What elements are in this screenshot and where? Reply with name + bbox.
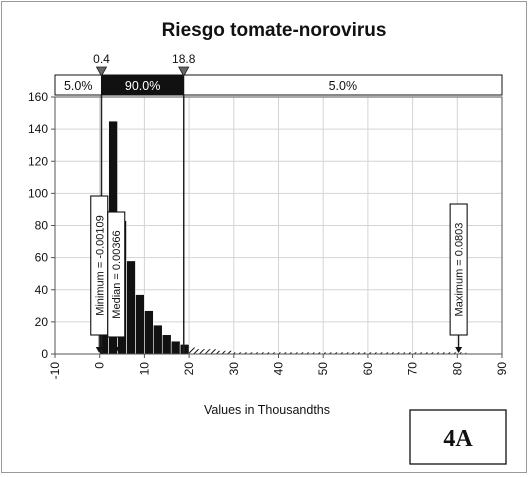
chart-title: Riesgo tomate-norovirus xyxy=(162,20,387,41)
minimum-arrow xyxy=(95,347,103,353)
histogram-bar xyxy=(215,350,225,354)
histogram-bar xyxy=(412,352,422,354)
histogram-bars xyxy=(99,120,467,355)
delimiter-label: 0.4 xyxy=(93,52,110,66)
axes xyxy=(51,96,503,358)
histogram-bar xyxy=(403,352,413,354)
x-tick-label: 50 xyxy=(316,362,330,376)
histogram-bar xyxy=(430,352,440,354)
histogram-bar xyxy=(305,352,315,354)
histogram-bar xyxy=(358,352,368,354)
histogram-bar xyxy=(242,352,252,354)
histogram-bar xyxy=(170,340,181,355)
y-tick-label: 100 xyxy=(28,186,48,200)
band-right-segment xyxy=(183,74,503,96)
histogram-bar xyxy=(161,334,172,355)
x-tick-label: 80 xyxy=(450,362,464,376)
histogram-bar xyxy=(314,352,324,354)
y-tick-label: 120 xyxy=(28,154,48,168)
figure-badge-label: 4A xyxy=(443,426,473,452)
y-tick-label: 40 xyxy=(35,283,49,297)
histogram-bar xyxy=(332,352,342,354)
histogram-bar xyxy=(153,324,163,355)
histogram-bar xyxy=(251,352,261,354)
y-tick-label: 140 xyxy=(28,122,48,136)
band-label: 5.0% xyxy=(329,79,358,93)
minimum-label: Minimum = -0.00109 xyxy=(94,215,106,316)
x-tick-label: 10 xyxy=(137,362,151,376)
histogram-bar xyxy=(179,344,190,355)
histogram-bar xyxy=(367,352,377,354)
median-arrow xyxy=(112,347,120,353)
band-label: 90.0% xyxy=(125,79,160,93)
histogram-bar xyxy=(224,350,234,354)
histogram-bar xyxy=(278,352,288,354)
histogram-bar xyxy=(421,352,431,354)
x-tick-label: 40 xyxy=(272,362,286,376)
y-tick-label: 20 xyxy=(35,315,49,329)
histogram-bar xyxy=(376,352,386,354)
histogram-bar xyxy=(457,352,467,354)
x-tick-label: 0 xyxy=(93,362,107,369)
figure-badge: 4A xyxy=(409,409,507,465)
y-tick-label: 80 xyxy=(35,219,49,233)
x-tick-label: 20 xyxy=(182,362,196,376)
delimiter-handle xyxy=(178,66,190,77)
histogram-bar xyxy=(394,352,404,354)
histogram-bar xyxy=(341,352,351,354)
x-tick-label: 90 xyxy=(495,362,509,376)
histogram-bar xyxy=(198,349,207,354)
histogram-bar xyxy=(189,347,199,354)
histogram-bar xyxy=(287,352,297,354)
probability-band: 5.0% 90.0% 5.0% xyxy=(54,74,503,96)
median-label: Median = 0.00366 xyxy=(111,230,123,318)
histogram-bar xyxy=(206,349,216,354)
x-tick-label: 60 xyxy=(361,362,375,376)
y-tick-label: 160 xyxy=(28,90,48,104)
histogram-bar xyxy=(350,352,359,354)
histogram-bar xyxy=(126,260,136,355)
histogram-bar xyxy=(296,352,306,354)
histogram-bar xyxy=(323,352,333,354)
delimiter-handle xyxy=(95,66,108,77)
stat-markers: Minimum = -0.00109 Median = 0.00366 Maximu… xyxy=(90,195,468,353)
histogram-bar xyxy=(260,352,270,354)
x-axis-label: Values in Thousandths xyxy=(204,403,330,417)
histogram-bar xyxy=(135,294,145,355)
histogram-bar xyxy=(233,352,243,354)
x-tick-label: 70 xyxy=(406,362,420,376)
histogram-bar xyxy=(269,352,279,354)
y-tick-label: 0 xyxy=(41,347,48,361)
histogram-bar xyxy=(448,352,458,354)
delimiter-label: 18.8 xyxy=(172,52,196,66)
maximum-arrow xyxy=(455,347,463,353)
y-tick-label: 60 xyxy=(35,251,49,265)
x-tick-label: -10 xyxy=(48,362,62,380)
x-tick-label: 30 xyxy=(227,362,241,376)
band-label: 5.0% xyxy=(64,79,93,93)
histogram-bar xyxy=(144,310,154,355)
maximum-label: Maximum = 0.0803 xyxy=(454,223,466,317)
histogram-bar xyxy=(385,352,395,354)
histogram-bar xyxy=(439,352,449,354)
